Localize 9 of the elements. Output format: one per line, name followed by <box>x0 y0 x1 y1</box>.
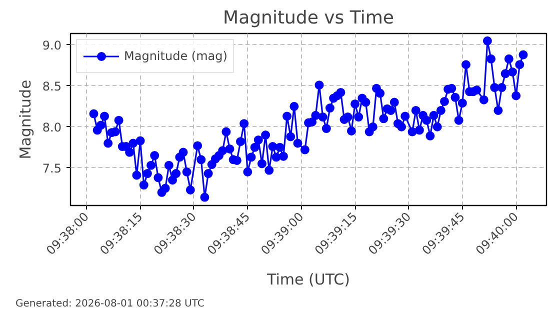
y-tick-label: 7.5 <box>42 161 62 176</box>
x-axis-title: Time (UTC) <box>266 270 350 289</box>
y-tick-label: 8.5 <box>42 79 62 94</box>
text: Generated: 2026-08-01 00:37:28 UTC <box>16 298 204 310</box>
y-axis-title: Magnitude <box>16 80 34 160</box>
y-tick-label: 8.0 <box>42 120 62 134</box>
legend-label: Magnitude (mag) <box>124 49 228 63</box>
chart-title: Magnitude vs Time <box>223 8 394 28</box>
y-tick-label: 9.0 <box>42 38 62 52</box>
